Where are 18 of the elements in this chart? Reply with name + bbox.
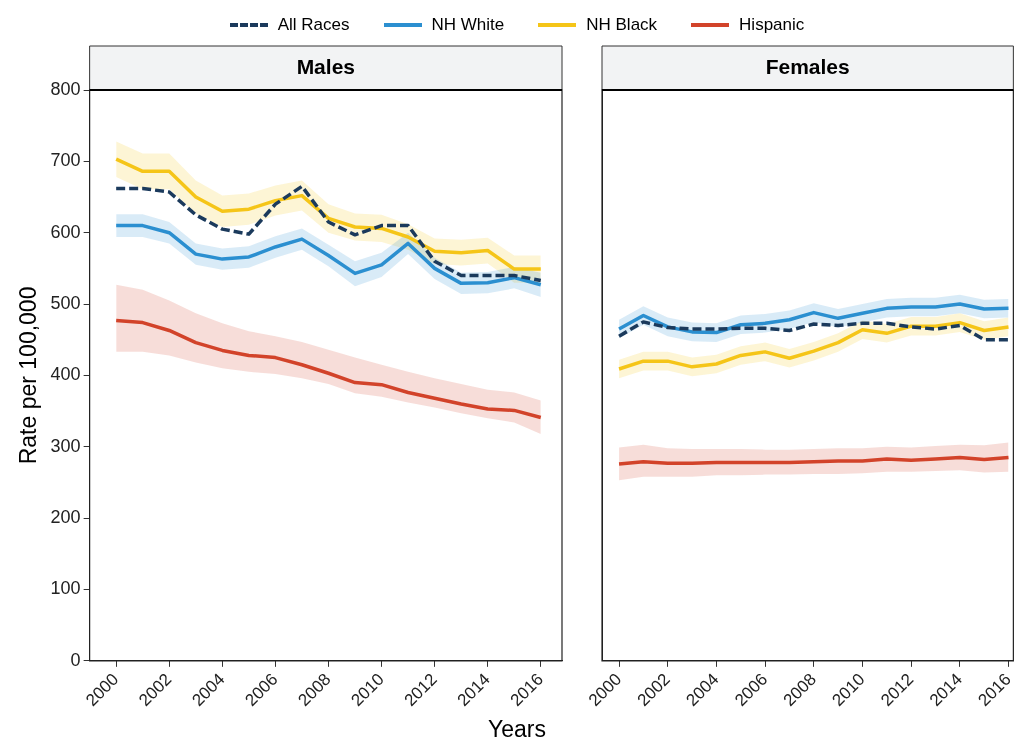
y-tick-label: 700 [50, 150, 81, 171]
y-tick-label: 0 [70, 649, 81, 670]
legend-label: All Races [277, 15, 350, 35]
legend-label: NH Black [586, 15, 658, 35]
chart-title: Females [765, 54, 850, 78]
y-tick-label: 500 [50, 293, 81, 314]
y-tick-label: 200 [50, 507, 81, 528]
y-tick-label: 300 [50, 435, 81, 456]
legend-label: Hispanic [739, 15, 805, 35]
y-tick-label: 600 [50, 221, 81, 242]
y-tick-label: 800 [50, 78, 81, 99]
x-axis-title: Years [487, 716, 547, 743]
line-series [114, 184, 543, 283]
legend-label: NH White [431, 15, 505, 35]
y-tick-label: 400 [50, 364, 81, 385]
chart-title: Males [296, 54, 355, 78]
y-axis-title: Rate per 100,000 [15, 286, 42, 465]
y-tick-label: 100 [50, 578, 81, 599]
